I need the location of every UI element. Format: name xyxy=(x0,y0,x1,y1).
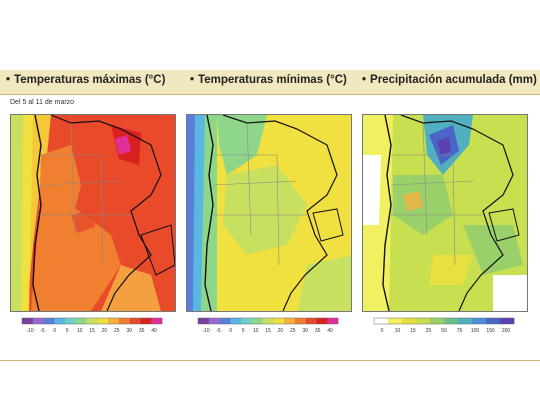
legend-tick-label: 35 xyxy=(139,328,145,334)
legend-swatch xyxy=(430,318,445,324)
legend-swatch xyxy=(108,318,120,324)
legend-swatch xyxy=(402,318,417,324)
legend-swatch xyxy=(251,318,263,324)
legend-swatch xyxy=(208,318,220,324)
legend-tick-label: 150 xyxy=(486,328,495,334)
legend-precip-svg: 0 10 15 25 50 75 100 150 200 xyxy=(373,317,515,334)
legend-swatch xyxy=(32,318,44,324)
title-precip-text: Precipitación acumulada (mm) xyxy=(370,74,537,86)
title-max-temp-text: Temperaturas máximas (°C) xyxy=(14,74,166,86)
legend-swatch xyxy=(262,318,274,324)
title-max-temp: • Temperaturas máximas (°C) xyxy=(6,74,165,86)
legend-tick-label: 20 xyxy=(278,328,284,334)
legend-tick-label: 15 xyxy=(89,328,95,334)
bullet-icon: • xyxy=(362,74,367,86)
legend-swatch xyxy=(284,318,296,324)
legend-tick-label: 200 xyxy=(502,328,511,334)
map-min-temp-svg xyxy=(187,115,351,311)
legend-swatch xyxy=(500,318,515,324)
legend-swatch xyxy=(198,318,210,324)
legend-swatch xyxy=(241,318,253,324)
legend-tick-label: -5 xyxy=(40,328,45,334)
legend-swatch xyxy=(140,318,152,324)
legend-tick-label: 10 xyxy=(253,328,259,334)
legend-swatch xyxy=(458,318,473,324)
legend-tick-label: 25 xyxy=(290,328,296,334)
legend-swatch xyxy=(54,318,66,324)
map-max-temp xyxy=(10,114,176,312)
legend-tick-label: 5 xyxy=(242,328,245,334)
legend-swatch xyxy=(374,318,389,324)
map-precip xyxy=(362,114,528,312)
legend-outline xyxy=(197,317,339,325)
legend-swatch xyxy=(230,318,242,324)
legend-swatch xyxy=(444,318,459,324)
legend-swatch xyxy=(294,318,306,324)
legend-tick-label: 0 xyxy=(381,328,384,334)
legend-min-temp-svg: -10 -5 0 5 10 15 20 25 30 35 40 xyxy=(197,317,339,334)
legend-tick-label: 0 xyxy=(229,328,232,334)
legend-swatch xyxy=(416,318,431,324)
legend-swatch xyxy=(388,318,403,324)
legend-tick-label: 40 xyxy=(327,328,333,334)
legend-tick-label: 25 xyxy=(426,328,432,334)
legend-tick-label: -10 xyxy=(26,328,33,334)
legend-precip: 0 10 15 25 50 75 100 150 200 xyxy=(369,316,519,336)
legend-swatch xyxy=(65,318,77,324)
title-precip: • Precipitación acumulada (mm) xyxy=(362,74,537,86)
legend-swatch xyxy=(129,318,141,324)
title-min-temp-text: Temperaturas mínimas (°C) xyxy=(198,74,347,86)
legend-swatch xyxy=(22,318,34,324)
legend-swatch xyxy=(118,318,130,324)
legend-swatch xyxy=(75,318,87,324)
legend-tick-label: 10 xyxy=(77,328,83,334)
bullet-icon: • xyxy=(6,74,11,86)
legend-outline xyxy=(373,317,515,325)
legend-min-temp: -10 -5 0 5 10 15 20 25 30 35 40 xyxy=(193,316,343,336)
legend-tick-label: 10 xyxy=(395,328,401,334)
legend-tick-label: 15 xyxy=(410,328,416,334)
legend-max-temp: -10 -5 0 5 10 15 20 25 30 35 40 xyxy=(17,316,167,336)
legend-swatch xyxy=(486,318,501,324)
date-range: Del 5 al 11 de marzo xyxy=(10,99,75,106)
legend-tick-label: 5 xyxy=(66,328,69,334)
header-bar: • Temperaturas máximas (°C) • Temperaturas… xyxy=(0,70,540,95)
bullet-icon: • xyxy=(190,74,195,86)
legend-tick-label: 30 xyxy=(302,328,308,334)
map-min-temp xyxy=(186,114,352,312)
legend-tick-label: 100 xyxy=(471,328,480,334)
legend-swatch xyxy=(316,318,328,324)
legend-tick-label: 20 xyxy=(102,328,108,334)
map-precip-svg xyxy=(363,115,527,311)
legend-tick-label: -10 xyxy=(202,328,209,334)
map-max-temp-svg xyxy=(11,115,175,311)
divider xyxy=(0,360,540,361)
legend-swatch xyxy=(86,318,98,324)
legend-tick-label: 75 xyxy=(457,328,463,334)
legend-swatch xyxy=(43,318,55,324)
legend-swatch xyxy=(472,318,487,324)
legend-swatch xyxy=(97,318,109,324)
legend-tick-label: -5 xyxy=(216,328,221,334)
legend-swatch xyxy=(151,318,163,324)
legend-tick-label: 30 xyxy=(126,328,132,334)
title-min-temp: • Temperaturas mínimas (°C) xyxy=(190,74,347,86)
legend-tick-label: 40 xyxy=(151,328,157,334)
legend-swatch xyxy=(219,318,231,324)
legend-outline xyxy=(21,317,163,325)
legend-tick-label: 50 xyxy=(441,328,447,334)
legend-swatch xyxy=(305,318,317,324)
legend-tick-label: 15 xyxy=(265,328,271,334)
legend-tick-label: 0 xyxy=(53,328,56,334)
legend-swatch xyxy=(273,318,285,324)
legend-tick-label: 25 xyxy=(114,328,120,334)
legend-max-temp-svg: -10 -5 0 5 10 15 20 25 30 35 40 xyxy=(21,317,163,334)
legend-swatch xyxy=(327,318,339,324)
legend-tick-label: 35 xyxy=(315,328,321,334)
